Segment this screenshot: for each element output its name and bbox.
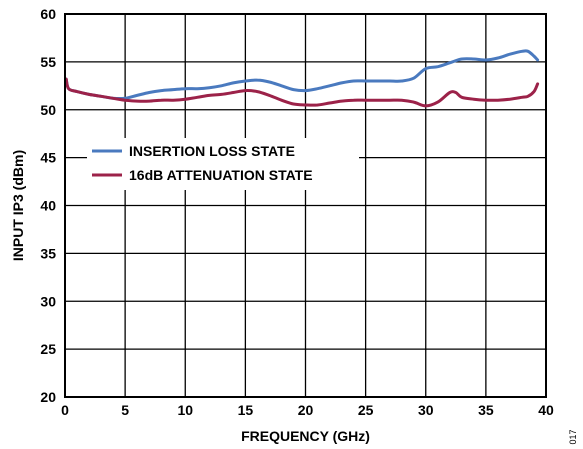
x-tick-label: 5 xyxy=(121,402,129,418)
y-tick-label: 50 xyxy=(40,102,56,118)
x-axis-title: FREQUENCY (GHz) xyxy=(241,428,370,444)
y-tick-labels: 20 25 30 35 40 45 50 55 60 xyxy=(40,6,56,405)
x-tick-label: 20 xyxy=(298,402,314,418)
x-tick-labels: 0 5 10 15 20 25 30 35 40 xyxy=(61,402,554,418)
y-tick-label: 55 xyxy=(40,54,56,70)
grid-lines xyxy=(65,14,546,397)
legend-label-insertion-loss: INSERTION LOSS STATE xyxy=(129,143,295,159)
y-tick-label: 60 xyxy=(40,6,56,22)
x-tick-label: 40 xyxy=(538,402,554,418)
x-tick-label: 15 xyxy=(238,402,254,418)
y-tick-label: 30 xyxy=(40,293,56,309)
legend-background xyxy=(87,138,359,190)
x-tick-label: 30 xyxy=(418,402,434,418)
y-tick-label: 45 xyxy=(40,150,56,166)
x-tick-label: 10 xyxy=(177,402,193,418)
series-lines xyxy=(64,49,540,108)
y-tick-label: 40 xyxy=(40,198,56,214)
y-tick-label: 25 xyxy=(40,341,56,357)
x-tick-label: 0 xyxy=(61,402,69,418)
legend: INSERTION LOSS STATE 16dB ATTENUATION ST… xyxy=(87,138,359,190)
plot-frame xyxy=(64,13,547,398)
series-line-insertion-loss xyxy=(64,49,540,101)
y-tick-label: 20 xyxy=(40,389,56,405)
legend-label-attenuation: 16dB ATTENUATION STATE xyxy=(129,167,313,183)
series-line-attenuation xyxy=(64,77,540,108)
figure-id: 017 xyxy=(568,429,578,444)
x-tick-label: 35 xyxy=(478,402,494,418)
y-axis-title: INPUT IP3 (dBm) xyxy=(10,150,26,261)
x-tick-label: 25 xyxy=(358,402,374,418)
y-tick-label: 35 xyxy=(40,245,56,261)
